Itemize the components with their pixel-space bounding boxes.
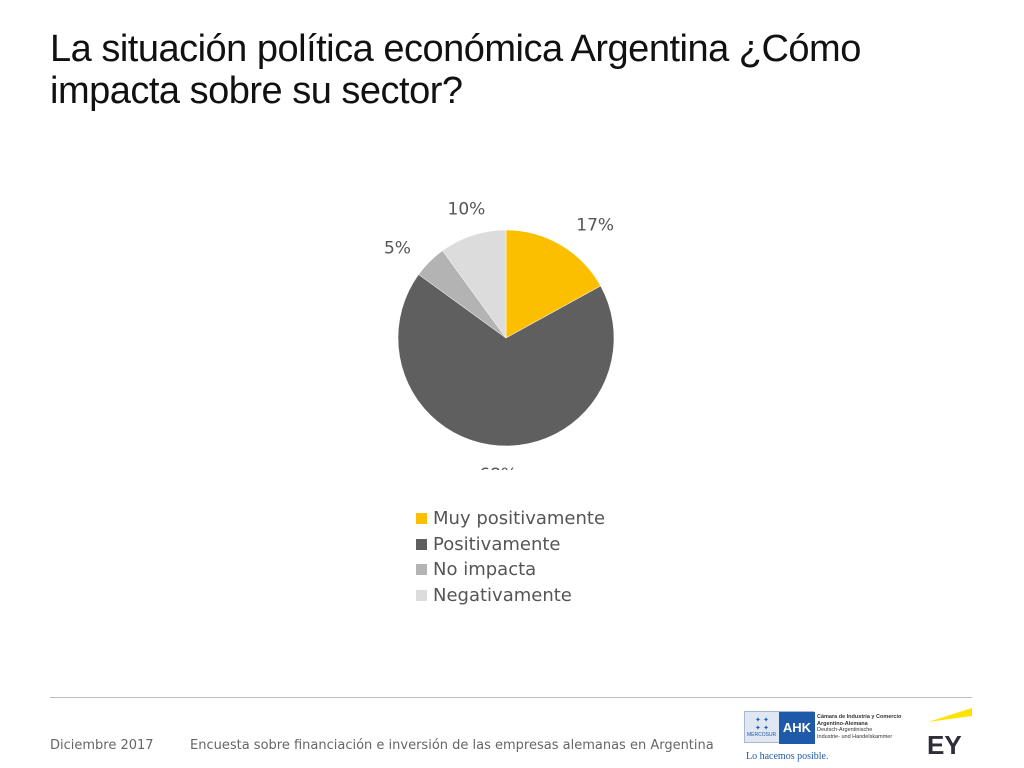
- legend-label: No impacta: [433, 559, 537, 581]
- legend-label: Positivamente: [433, 533, 561, 555]
- ahk-chamber-name: Cámara de Industria y Comercio Argentino…: [817, 714, 907, 740]
- legend-swatch: [416, 589, 427, 601]
- data-label: 10%: [448, 200, 486, 219]
- pie-chart: 17% 68% 5% 10%: [384, 200, 615, 470]
- stars-icon: ✦ ✦ ✦ ✦: [755, 716, 769, 732]
- data-label: 5%: [384, 238, 411, 258]
- data-label: 17%: [576, 215, 614, 235]
- pie-slice: [505, 229, 601, 339]
- mercosur-label: MERCOSUR: [747, 732, 777, 738]
- ahk-line: Deutsch-Argentinische: [817, 727, 873, 733]
- footer-text: Encuesta sobre financiación e inversión …: [190, 738, 714, 753]
- legend-item: No impacta: [416, 557, 605, 583]
- ahk-line: Cámara de Industria y Comercio: [817, 714, 902, 720]
- slide-title-line-2: impacta sobre su sector?: [50, 70, 463, 112]
- slide-title-line-1: La situación política económica Argentin…: [50, 28, 861, 70]
- chart-legend: Muy positivamente Positivamente No impac…: [416, 506, 605, 608]
- data-label: 68%: [479, 465, 517, 470]
- legend-label: Muy positivamente: [433, 508, 606, 530]
- slide-title: La situación política económica Argentin…: [50, 28, 1010, 112]
- ahk-line: Industrie- und Handelskammer: [817, 733, 893, 740]
- ey-mark: EY: [927, 730, 962, 758]
- ahk-slogan: Lo hacemos posible.: [746, 751, 829, 762]
- legend-swatch: [416, 538, 427, 550]
- pie-slice: [442, 229, 507, 339]
- footer-date: Diciembre 2017: [50, 738, 154, 753]
- ey-accent-bar: [928, 708, 972, 722]
- pie-slice: [397, 274, 615, 447]
- ahk-line: Argentino-Alemana: [817, 720, 868, 727]
- legend-swatch: [416, 513, 427, 525]
- ahk-logo: ✦ ✦ ✦ ✦ MERCOSUR AHK Cámara de Industria …: [744, 711, 904, 763]
- ahk-mark: AHK: [779, 712, 815, 744]
- mercosur-logo: ✦ ✦ ✦ ✦ MERCOSUR AHK: [744, 711, 815, 744]
- legend-item: Negativamente: [416, 583, 605, 609]
- legend-swatch: [416, 564, 427, 576]
- footer-divider: [50, 697, 972, 698]
- legend-item: Positivamente: [416, 532, 605, 558]
- ey-logo: EY: [927, 708, 972, 758]
- legend-label: Negativamente: [433, 584, 572, 606]
- legend-item: Muy positivamente: [416, 506, 605, 532]
